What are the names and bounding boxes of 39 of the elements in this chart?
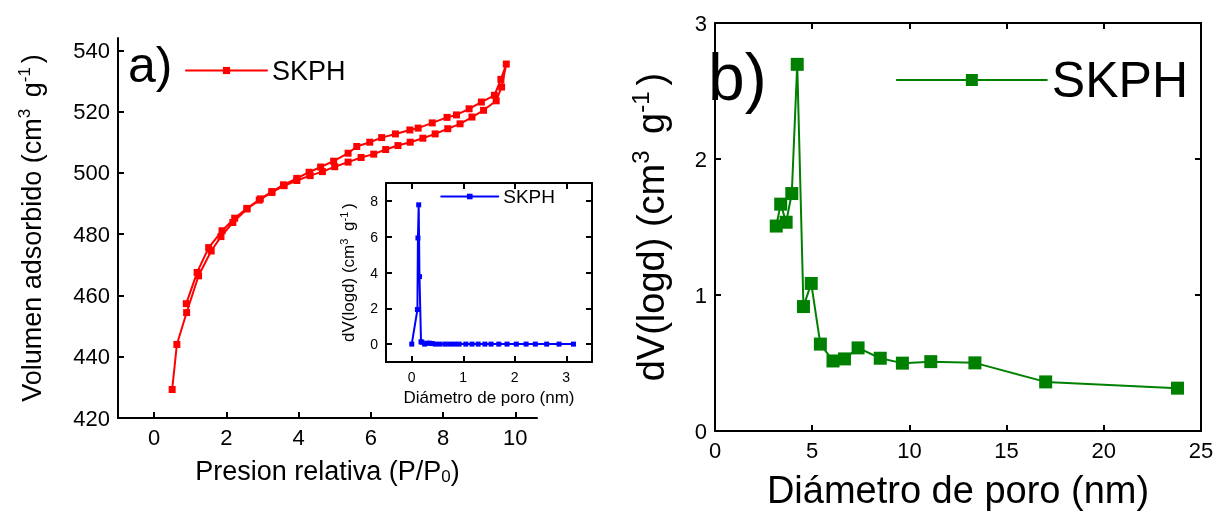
y-tick-label: 460	[73, 282, 110, 308]
x-tick-label: 2	[510, 369, 519, 385]
y-tick-label: 0	[370, 336, 379, 353]
x-tick-label: 0	[407, 369, 416, 385]
legend-label: SKPH	[272, 55, 346, 86]
y-tick-label: 2	[370, 300, 379, 317]
x-tick-label: 15	[994, 437, 1019, 463]
x-tick-label: 10	[897, 437, 922, 463]
y-tick-label: 440	[73, 344, 110, 370]
x-tick-label: 2	[220, 424, 233, 450]
y-axis-title: dV(logd) (cm3 g-1)	[626, 72, 672, 382]
x-axis-title: Diámetro de poro (nm)	[766, 469, 1150, 511]
y-axis-title: dV(logd) (cm3 g-1)	[337, 202, 358, 343]
x-tick-label: 4	[292, 424, 305, 450]
y-axis-title: Volumen adsorbido (cm3 g-1)	[15, 54, 47, 402]
y-tick-label: 6	[370, 228, 379, 245]
x-tick-label: 10	[503, 424, 528, 450]
x-tick-label: 25	[1188, 437, 1214, 463]
y-tick-label: 8	[370, 192, 379, 209]
x-tick-label: 3	[562, 369, 571, 385]
y-tick-label: 2	[694, 146, 707, 172]
legend-label: SKPH	[503, 186, 556, 207]
legend-label: SKPH	[1051, 52, 1189, 108]
y-tick-label: 4	[370, 264, 379, 281]
y-tick-label: 540	[73, 37, 110, 63]
annotation: a)	[128, 37, 173, 93]
y-tick-label: 420	[73, 405, 110, 431]
x-tick-label: 0	[148, 424, 161, 450]
x-axis-title: Presion relativa (P/P0)	[195, 455, 460, 486]
y-tick-label: 1	[694, 282, 707, 308]
y-tick-label: 3	[694, 10, 707, 36]
y-tick-label: 520	[73, 99, 110, 125]
y-tick-label: 500	[73, 160, 110, 186]
x-axis-title: Diámetro de poro (nm)	[403, 387, 575, 407]
x-tick-label: 20	[1091, 437, 1117, 463]
x-tick-label: 8	[436, 424, 450, 450]
x-tick-label: 1	[459, 369, 468, 385]
x-tick-label: 5	[806, 437, 819, 463]
y-tick-label: 480	[73, 221, 110, 247]
